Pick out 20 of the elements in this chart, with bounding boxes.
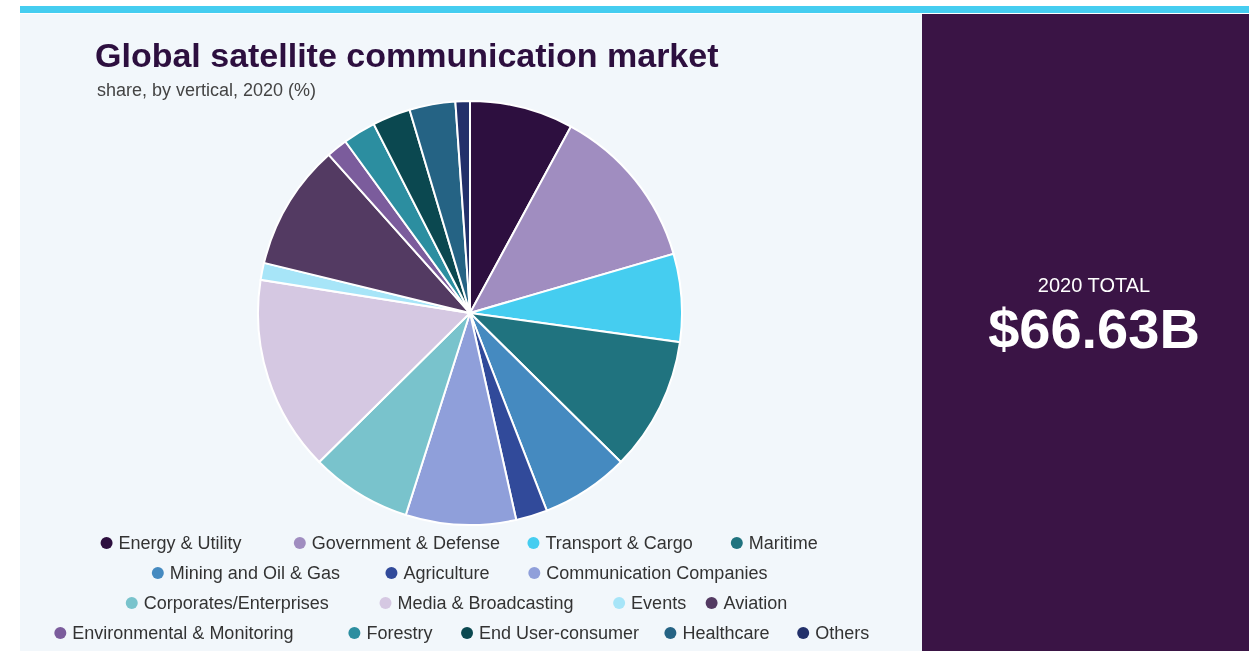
legend-label: Media & Broadcasting: [397, 593, 574, 614]
legend-label: End User-consumer: [479, 623, 640, 644]
chart-title: Global satellite communication market: [95, 36, 719, 74]
legend-label: Maritime: [748, 533, 818, 554]
legend-label: Events: [631, 593, 687, 614]
legend-label: Mining and Oil & Gas: [169, 563, 340, 584]
legend-label: Environmental & Monitoring: [72, 623, 294, 644]
legend-label: Others: [815, 623, 870, 644]
legend-label: Energy & Utility: [118, 533, 242, 554]
text: 2020 TOTAL: [1037, 274, 1151, 296]
legend-label: Transport & Cargo: [545, 533, 693, 554]
legend-label: Healthcare: [682, 623, 770, 644]
legend-label: Forestry: [366, 623, 433, 644]
legend-label: Communication Companies: [546, 563, 768, 584]
text: $66.63B: [988, 297, 1200, 360]
chart-subtitle: share, by vertical, 2020 (%): [97, 80, 317, 100]
legend-label: Corporates/Enterprises: [143, 593, 329, 614]
legend-label: Aviation: [723, 593, 788, 614]
legend-label: Agriculture: [403, 563, 490, 584]
legend-label: Government & Defense: [311, 533, 500, 554]
